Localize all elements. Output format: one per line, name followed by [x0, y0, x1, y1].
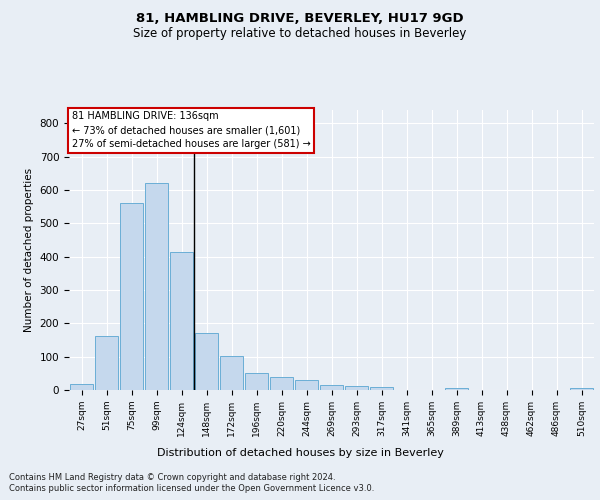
Bar: [245, 374, 268, 390]
Bar: [70, 384, 93, 390]
Bar: [220, 356, 243, 390]
Bar: [145, 184, 168, 390]
Text: 81, HAMBLING DRIVE, BEVERLEY, HU17 9GD: 81, HAMBLING DRIVE, BEVERLEY, HU17 9GD: [136, 12, 464, 26]
Bar: [95, 336, 118, 390]
Bar: [320, 386, 343, 390]
Bar: [270, 378, 293, 390]
Bar: [445, 388, 468, 390]
Bar: [170, 252, 193, 390]
Text: Contains HM Land Registry data © Crown copyright and database right 2024.
Contai: Contains HM Land Registry data © Crown c…: [9, 472, 374, 494]
Bar: [370, 386, 393, 390]
Text: Size of property relative to detached houses in Beverley: Size of property relative to detached ho…: [133, 28, 467, 40]
Bar: [295, 380, 318, 390]
Bar: [195, 333, 218, 390]
Bar: [570, 388, 593, 390]
Y-axis label: Number of detached properties: Number of detached properties: [24, 168, 34, 332]
Bar: [120, 202, 143, 390]
Text: Distribution of detached houses by size in Beverley: Distribution of detached houses by size …: [157, 448, 443, 458]
Bar: [345, 386, 368, 390]
Text: 81 HAMBLING DRIVE: 136sqm
← 73% of detached houses are smaller (1,601)
27% of se: 81 HAMBLING DRIVE: 136sqm ← 73% of detac…: [71, 112, 310, 150]
